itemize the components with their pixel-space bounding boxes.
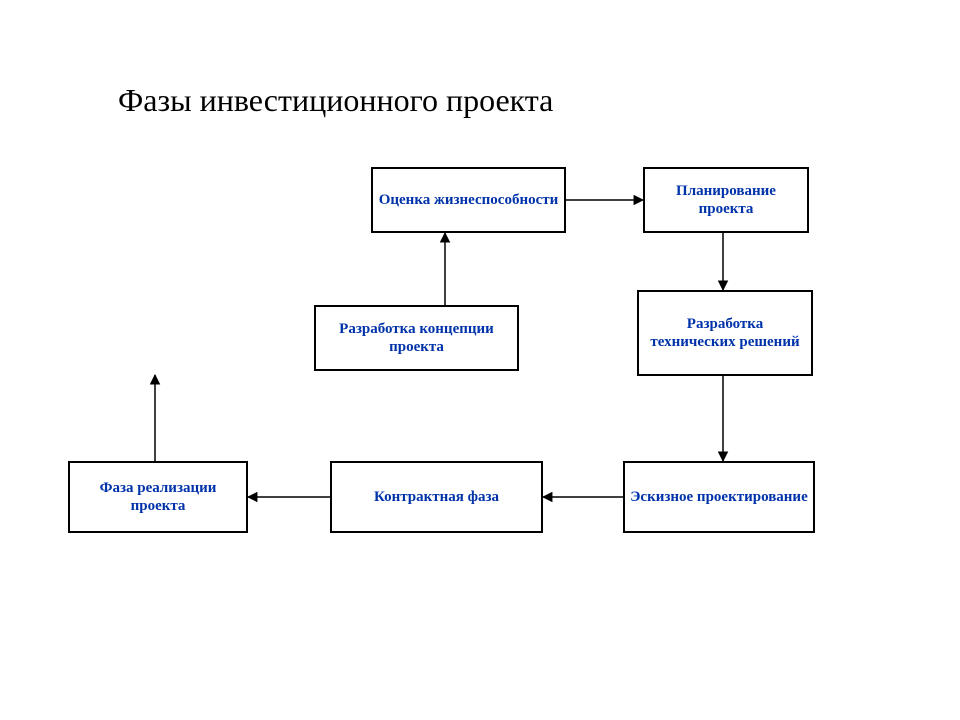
node-tech: Разработка технических решений <box>637 290 813 376</box>
node-contract: Контрактная фаза <box>330 461 543 533</box>
node-concept: Разработка концепции проекта <box>314 305 519 371</box>
node-label: Контрактная фаза <box>374 488 499 506</box>
node-label: Планирование проекта <box>649 182 803 218</box>
node-label: Эскизное проектирование <box>630 488 808 506</box>
node-sketch: Эскизное проектирование <box>623 461 815 533</box>
node-assess: Оценка жизнеспособности <box>371 167 566 233</box>
diagram-title: Фазы инвестиционного проекта <box>118 82 553 119</box>
node-label: Оценка жизнеспособности <box>379 191 559 209</box>
diagram-canvas: Фазы инвестиционного проекта Оценка жизн… <box>0 0 960 720</box>
node-label: Разработка технических решений <box>643 315 807 351</box>
node-realize: Фаза реализации проекта <box>68 461 248 533</box>
node-plan: Планирование проекта <box>643 167 809 233</box>
node-label: Фаза реализации проекта <box>74 479 242 515</box>
node-label: Разработка концепции проекта <box>320 320 513 356</box>
